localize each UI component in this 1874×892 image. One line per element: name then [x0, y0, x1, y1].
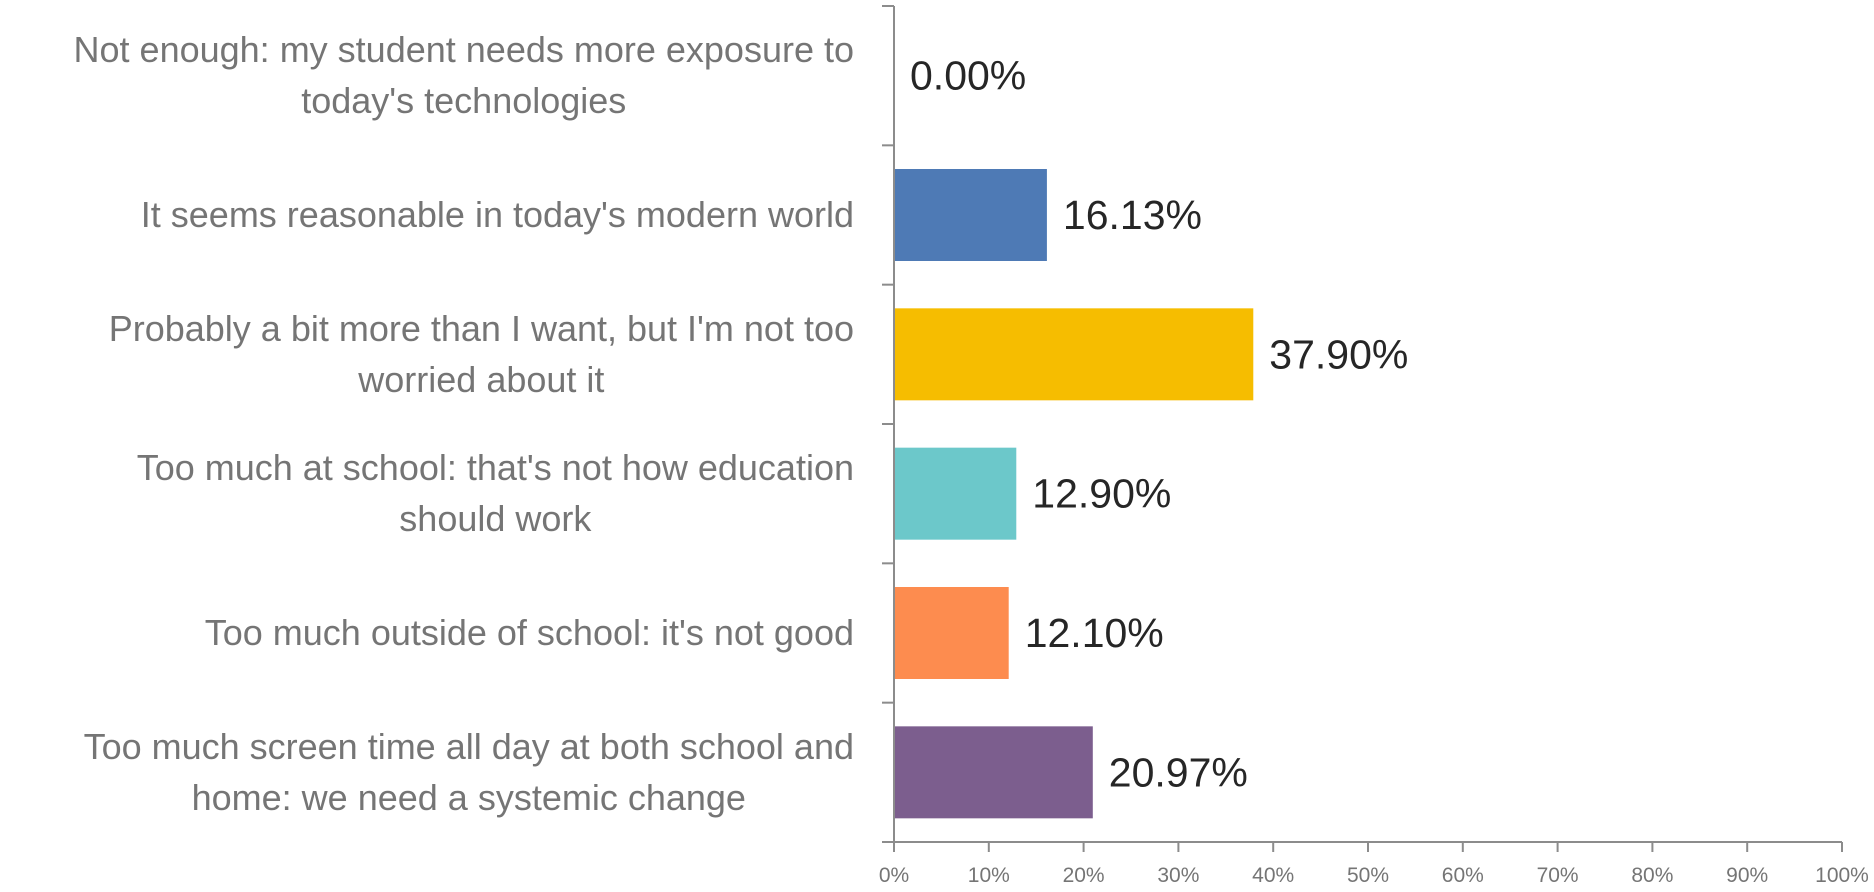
x-tick-label-6: 60% [1442, 864, 1484, 887]
data-label-0: 0.00% [910, 53, 1026, 99]
data-label-4: 12.10% [1025, 610, 1164, 656]
category-label-4-line-0: Too much outside of school: it's not goo… [205, 612, 854, 653]
x-tick-label-4: 40% [1252, 864, 1294, 887]
data-label-1: 16.13% [1063, 192, 1202, 238]
category-label-0: Not enough: my student needs more exposu… [74, 29, 854, 121]
x-tick-label-0: 0% [879, 864, 909, 887]
x-tick-label-7: 70% [1537, 864, 1579, 887]
bars-layer [894, 169, 1254, 819]
bar-4 [894, 587, 1009, 679]
category-label-4: Too much outside of school: it's not goo… [205, 612, 854, 653]
category-label-3: Too much at school: that's not how educa… [137, 447, 854, 539]
axes-layer: 0% 10% 20% 30% 40% 50% 60% 70% 80% 90% 100% [879, 5, 1869, 887]
category-label-0-line-0: Not enough: my student needs more exposu… [74, 29, 854, 70]
category-label-0-line-1: today's technologies [301, 80, 626, 121]
category-label-3-line-0: Too much at school: that's not how educa… [137, 447, 854, 488]
data-label-3: 12.90% [1032, 471, 1171, 517]
x-tick-label-2: 20% [1063, 864, 1105, 887]
data-label-2: 37.90% [1269, 331, 1408, 377]
bar-5 [894, 726, 1093, 819]
x-tick-label-3: 30% [1157, 864, 1199, 887]
category-label-2: Probably a bit more than I want, but I'm… [109, 308, 854, 400]
x-tick-label-1: 10% [968, 864, 1010, 887]
bar-2 [894, 308, 1254, 401]
bar-3 [894, 447, 1017, 540]
category-label-5-line-1: home: we need a systemic change [192, 777, 746, 818]
category-label-2-line-0: Probably a bit more than I want, but I'm… [109, 308, 854, 349]
category-label-3-line-1: should work [399, 498, 592, 539]
data-labels-layer: 0.00% 16.13% 37.90% 12.90% 12.10% 20.97% [910, 53, 1408, 796]
category-label-5: Too much screen time all day at both sch… [84, 726, 854, 818]
category-label-1: It seems reasonable in today's modern wo… [141, 194, 854, 235]
x-tick-label-8: 80% [1631, 864, 1673, 887]
x-tick-label-10: 100% [1815, 864, 1869, 887]
bar-1 [894, 169, 1047, 261]
x-tick-label-5: 50% [1347, 864, 1389, 887]
category-label-5-line-0: Too much screen time all day at both sch… [84, 726, 854, 767]
x-tick-label-9: 90% [1726, 864, 1768, 887]
category-labels-layer: Not enough: my student needs more exposu… [74, 29, 854, 818]
data-label-5: 20.97% [1109, 749, 1248, 795]
category-label-1-line-0: It seems reasonable in today's modern wo… [141, 194, 854, 235]
category-label-2-line-1: worried about it [357, 359, 604, 400]
